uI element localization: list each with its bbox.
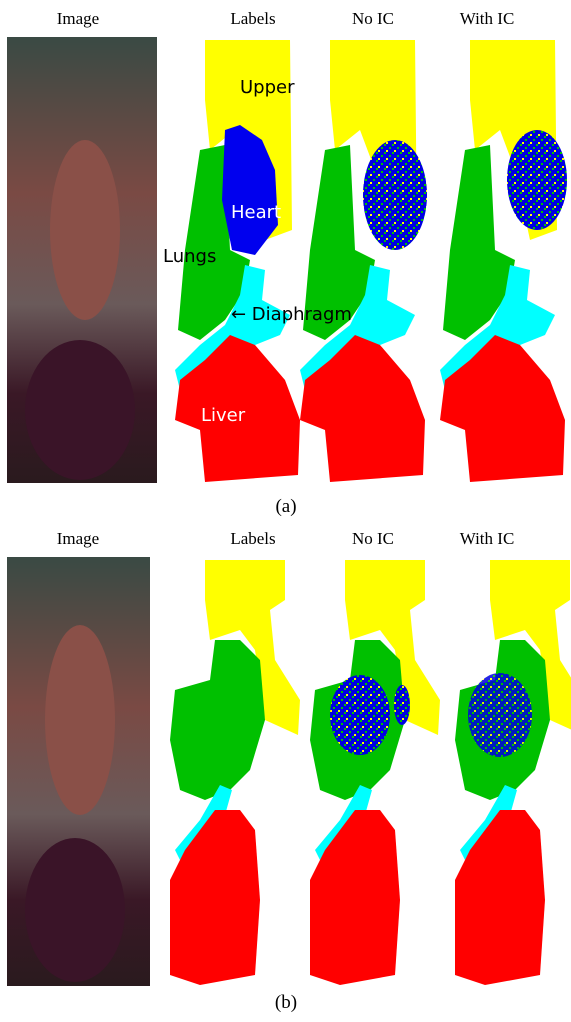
photo-detail: [50, 140, 120, 320]
with-ic-mask: [455, 560, 571, 985]
photo-detail: [25, 838, 125, 982]
column-header: Image: [57, 529, 99, 548]
annotation: Upper: [240, 77, 295, 98]
photo-detail: [25, 340, 135, 480]
heart-speckle: [507, 130, 567, 230]
heart-speckle: [330, 675, 390, 755]
column-header: Labels: [230, 529, 275, 548]
heart-speckle: [363, 140, 427, 250]
caption: (b): [275, 992, 297, 1013]
caption: (a): [275, 496, 296, 517]
column-header: With IC: [460, 529, 515, 548]
photo-detail: [45, 625, 115, 815]
column-header: No IC: [352, 529, 394, 548]
annotation: Lungs: [163, 246, 216, 267]
annotation: Liver: [201, 405, 246, 426]
label-mask: [170, 560, 300, 985]
heart-speckle: [468, 673, 532, 757]
annotation: ← Diaphragm: [231, 304, 352, 325]
column-header: With IC: [460, 9, 515, 28]
annotation: Heart: [231, 202, 281, 223]
with-ic-mask: [440, 40, 565, 482]
column-header: Labels: [230, 9, 275, 28]
no-ic-mask: [300, 40, 425, 482]
heart-speckle: [394, 685, 410, 725]
column-header: No IC: [352, 9, 394, 28]
figure: Image Labels No IC With IC Upper Heart L…: [0, 0, 571, 1022]
no-ic-mask: [310, 560, 440, 985]
column-header: Image: [57, 9, 99, 28]
